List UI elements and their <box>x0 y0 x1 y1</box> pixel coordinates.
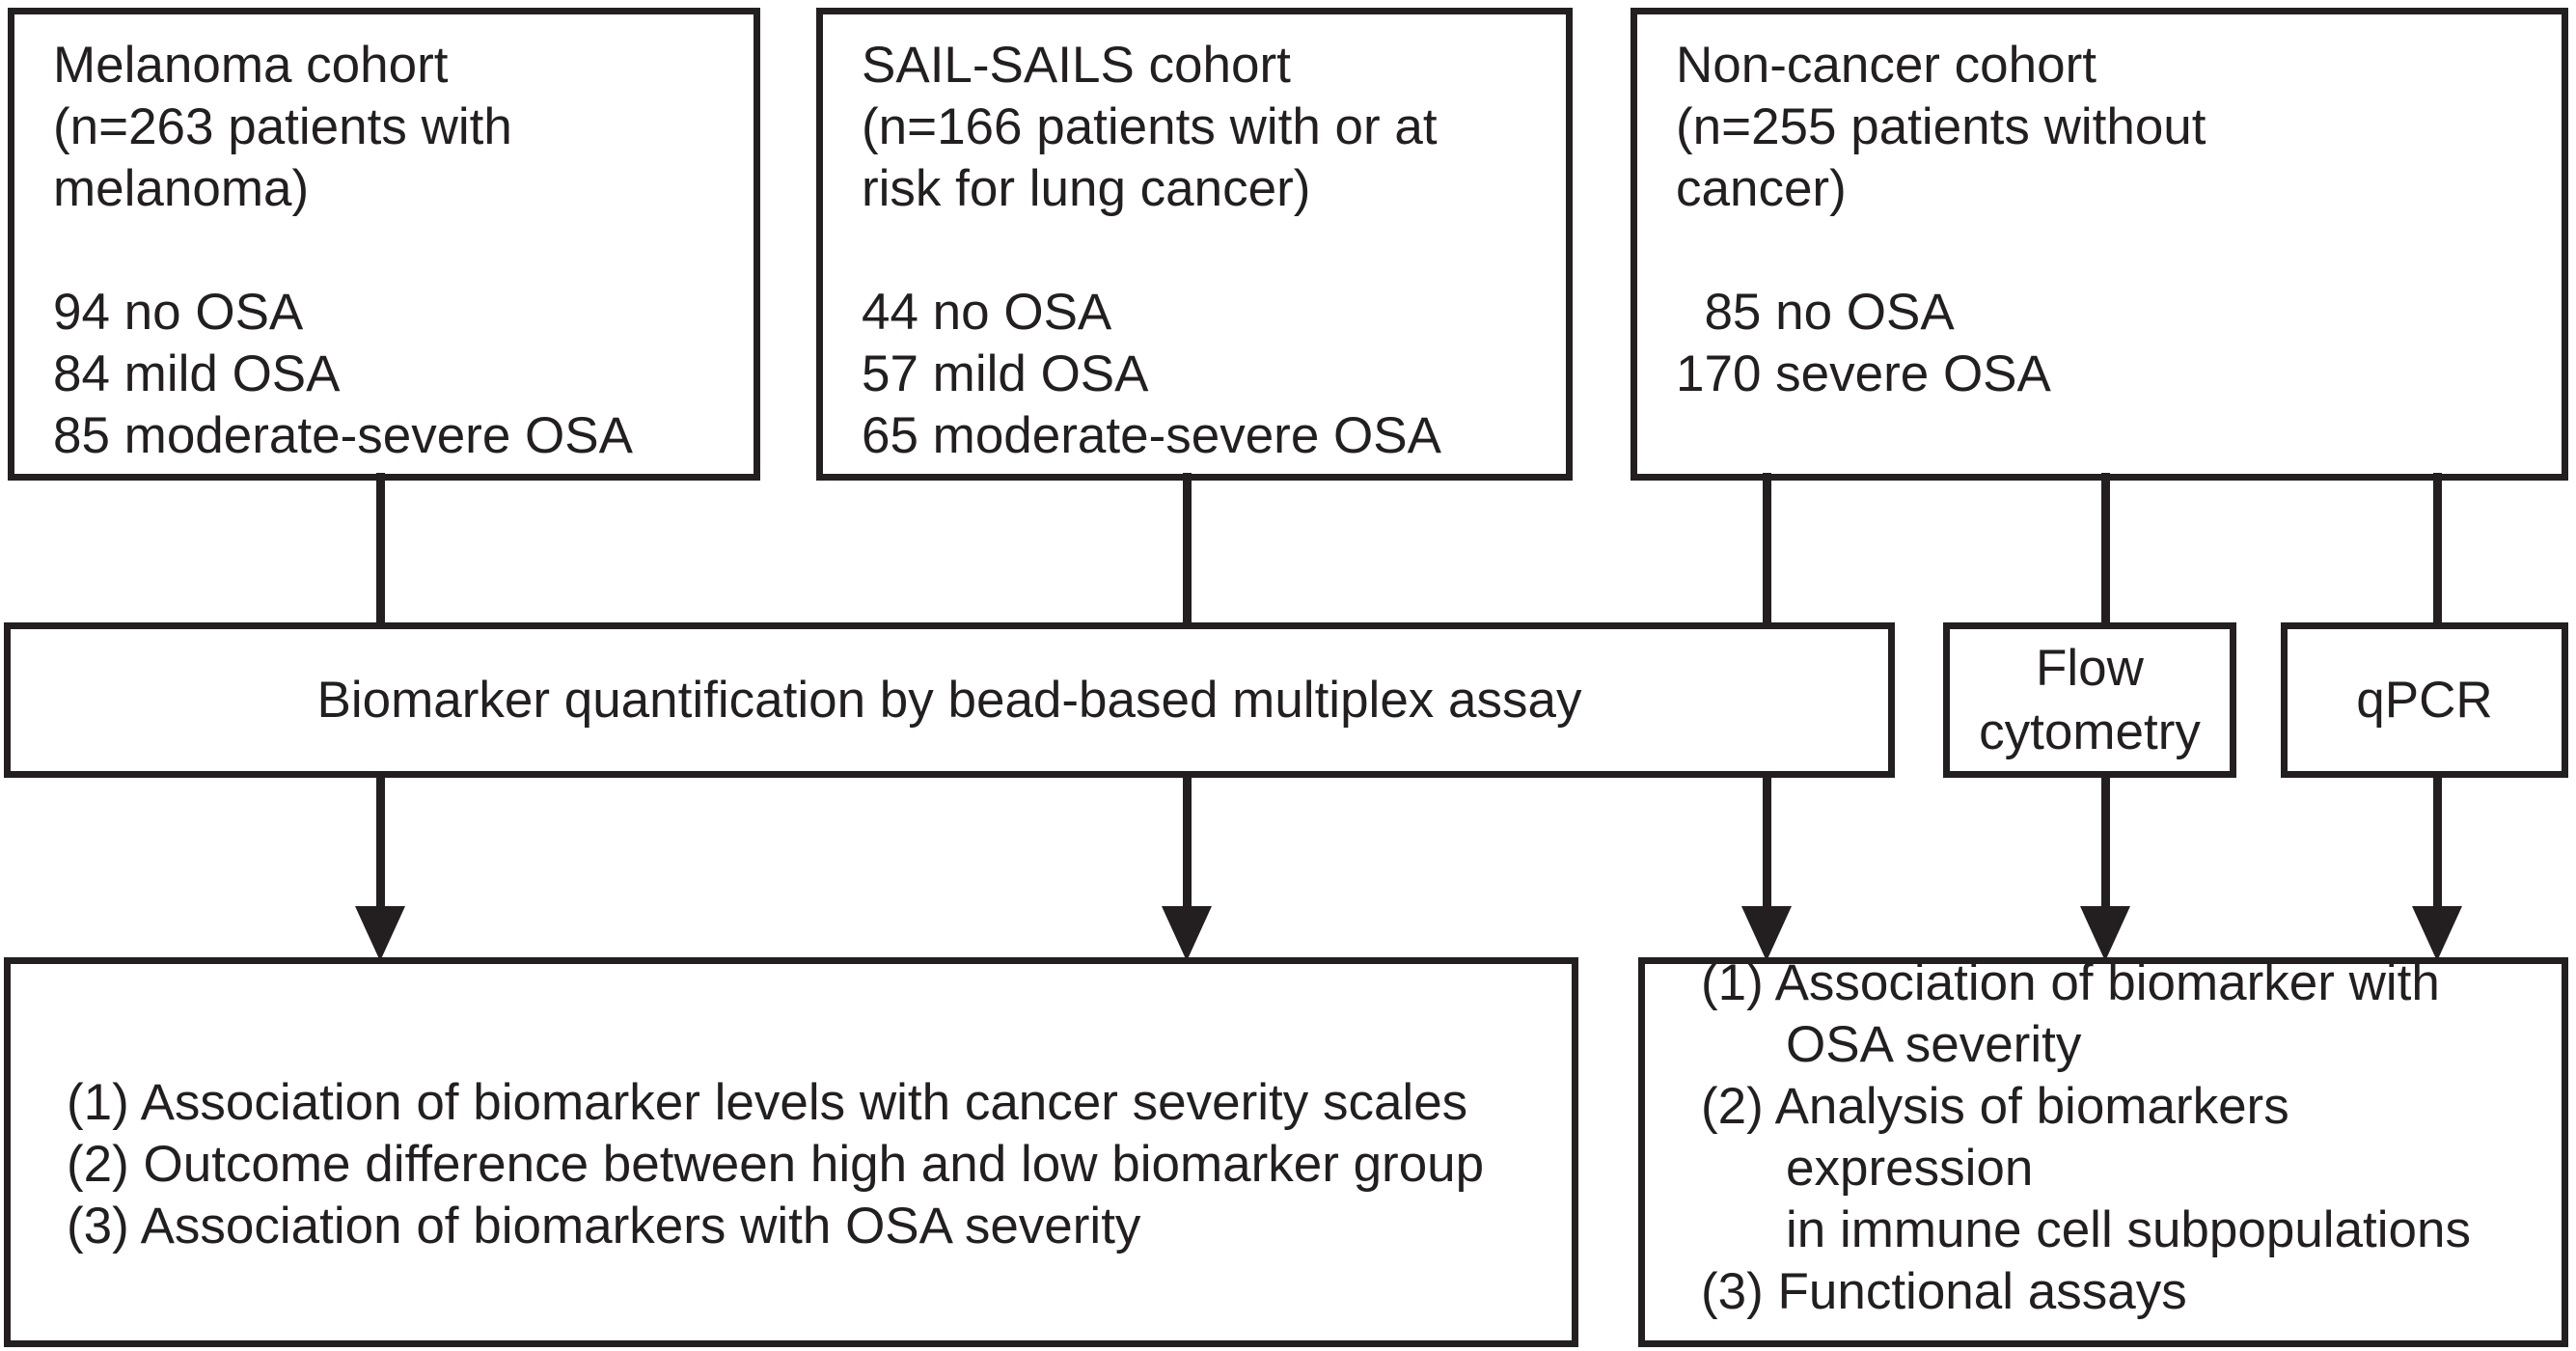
non-cancer-cohort-text: Non-cancer cohort (n=255 patients withou… <box>1676 37 2206 402</box>
arrowhead-down-icon <box>2412 906 2462 961</box>
arrow-shaft <box>2100 773 2110 906</box>
non-cancer-analyses-box: (1) Association of biomarker with OSA se… <box>1638 954 2568 1347</box>
analysis-item: (2) Analysis of biomarkers expression in… <box>1701 1078 2472 1258</box>
connector-non-cancer-to-flow-cytometry <box>2101 473 2110 627</box>
connector-sail-sails-to-multiplex <box>1183 473 1192 627</box>
qpcr-box: qPCR <box>2281 622 2568 778</box>
cohort-box-sail-sails: SAIL-SAILS cohort (n=166 patients with o… <box>816 8 1573 481</box>
arrowhead-down-icon <box>1741 906 1792 961</box>
arrowhead-down-icon <box>1162 906 1212 961</box>
arrow-multiplex-to-noncancer-outcomes <box>1741 773 1792 961</box>
connector-non-cancer-to-multiplex <box>1763 473 1771 627</box>
analysis-item: (3) Functional assays <box>1701 1263 2187 1320</box>
connector-non-cancer-to-qpcr <box>2433 473 2442 627</box>
melanoma-cohort-text: Melanoma cohort (n=263 patients with mel… <box>53 37 633 464</box>
arrow-flow-cytometry-to-noncancer-outcomes <box>2080 773 2130 961</box>
sail-sails-cohort-text: SAIL-SAILS cohort (n=166 patients with o… <box>862 37 1441 464</box>
multiplex-assay-label: Biomarker quantification by bead-based m… <box>316 672 1582 729</box>
qpcr-label: qPCR <box>2356 672 2493 729</box>
cancer-cohorts-analyses-box: (1) Association of biomarker levels with… <box>4 957 1578 1347</box>
arrow-qpcr-to-noncancer-outcomes <box>2412 773 2462 961</box>
arrow-shaft <box>1762 773 1771 906</box>
arrow-multiplex-to-cancer-outcomes-left <box>355 773 405 961</box>
flow-cytometry-label: Flow cytometry <box>1979 639 2201 760</box>
analysis-item: (3) Association of biomarkers with OSA s… <box>67 1198 1141 1254</box>
connector-melanoma-to-multiplex <box>376 473 385 627</box>
arrow-multiplex-to-cancer-outcomes-right <box>1162 773 1212 961</box>
analysis-item: (1) Association of biomarker with OSA se… <box>1701 954 2440 1073</box>
multiplex-assay-box: Biomarker quantification by bead-based m… <box>4 622 1895 778</box>
cohort-box-melanoma: Melanoma cohort (n=263 patients with mel… <box>8 8 760 481</box>
arrow-shaft <box>1182 773 1192 906</box>
analysis-item: (2) Outcome difference between high and … <box>67 1136 1485 1193</box>
arrow-shaft <box>2432 773 2442 906</box>
cohort-box-non-cancer: Non-cancer cohort (n=255 patients withou… <box>1631 8 2568 481</box>
flow-cytometry-box: Flow cytometry <box>1943 622 2236 778</box>
arrow-shaft <box>375 773 385 906</box>
analysis-item: (1) Association of biomarker levels with… <box>67 1074 1468 1131</box>
arrowhead-down-icon <box>2080 906 2130 961</box>
arrowhead-down-icon <box>355 906 405 961</box>
